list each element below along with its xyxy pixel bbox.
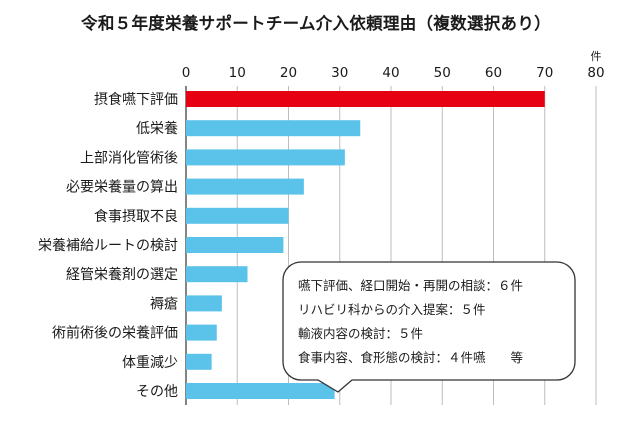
- category-label: 上部消化管術後: [80, 150, 178, 166]
- bar: [186, 383, 335, 399]
- category-label: 摂食嚥下評価: [94, 91, 178, 108]
- bar: [186, 120, 361, 137]
- callout-shape: [282, 261, 576, 393]
- chart-title: 令和５年度栄養サポートチーム介入依頼理由（複数選択あり）: [81, 14, 551, 33]
- x-tick-label: 10: [229, 65, 246, 81]
- bar: [186, 91, 545, 107]
- bar: [186, 266, 248, 283]
- bar: [186, 237, 284, 253]
- x-tick-label: 40: [382, 65, 399, 81]
- bar: [186, 295, 222, 312]
- category-labels: 摂食嚥下評価低栄養上部消化管術後必要栄養量の算出食事摂取不良栄養補給ルートの検討…: [38, 91, 178, 400]
- x-tick-label: 0: [182, 65, 191, 81]
- category-label: 体重減少: [122, 354, 178, 371]
- x-tick-label: 20: [280, 65, 297, 81]
- callout-line: 嚥下評価、経口開始・再開の相談：６件: [298, 278, 524, 293]
- callout-bubble: [282, 261, 576, 393]
- bar: [186, 207, 289, 224]
- category-label: 低栄養: [136, 120, 178, 137]
- x-tick-label: 80: [587, 65, 604, 81]
- bar: [186, 178, 304, 195]
- category-label: その他: [136, 384, 178, 400]
- x-tick-label: 60: [485, 65, 502, 81]
- bar: [186, 324, 217, 341]
- callout-line: 輸液内容の検討：５件: [298, 326, 424, 341]
- category-label: 必要栄養量の算出: [66, 179, 178, 196]
- callout-line: リハビリ科からの介入提案：５件: [298, 302, 486, 317]
- bar: [186, 149, 345, 166]
- unit-label: 件: [591, 50, 602, 63]
- category-label: 食事摂取不良: [94, 208, 178, 225]
- x-tick-label: 70: [536, 65, 553, 81]
- category-label: 褥瘡: [150, 295, 178, 312]
- x-tick-label: 30: [331, 65, 348, 81]
- x-tick-label: 50: [434, 65, 451, 81]
- category-label: 栄養補給ルートの検討: [38, 237, 178, 254]
- callout-line: 食事内容、食形態の検討：４件嚥 等: [298, 350, 524, 365]
- bars: [186, 91, 545, 399]
- category-label: 経管栄養剤の選定: [66, 266, 178, 283]
- callout-text: 嚥下評価、経口開始・再開の相談：６件 リハビリ科からの介入提案：５件 輸液内容の…: [298, 274, 566, 370]
- category-label: 術前術後の栄養評価: [52, 325, 178, 342]
- x-axis-ticks: 0 10 20 30 40 50 60 70 80: [182, 65, 605, 81]
- bar: [186, 353, 212, 370]
